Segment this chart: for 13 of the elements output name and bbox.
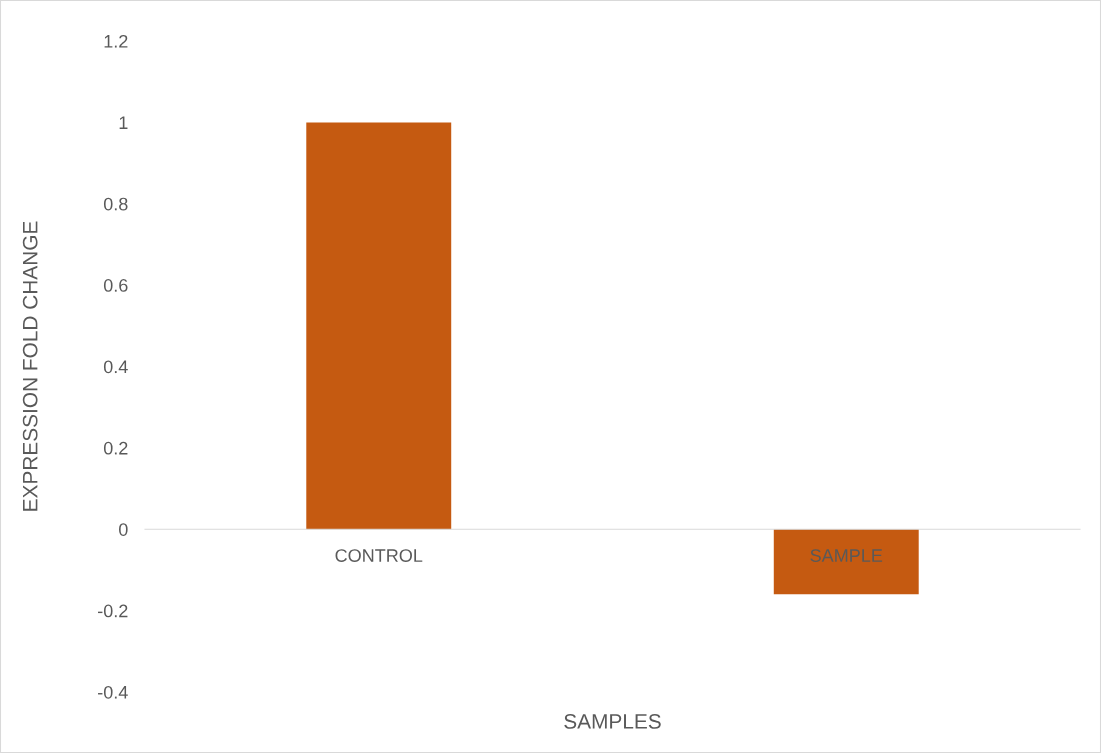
x-tick-label: SAMPLE [810,549,883,562]
y-tick-label: 0.8 [103,197,128,211]
y-tick-label: 0.4 [103,360,128,374]
y-axis-title: EXPRESSION FOLD CHANGE [22,221,38,511]
x-tick-label: CONTROL [335,549,423,562]
y-tick-label: 0 [119,523,128,536]
y-tick-label: -0.4 [98,685,128,699]
y-tick-label: -0.2 [98,604,128,618]
x-axis-title: SAMPLES [564,714,661,729]
y-tick-label: 0.6 [103,279,128,292]
y-tick-label: 0.2 [103,441,128,455]
y-tick-label: 1 [119,116,128,129]
y-tick-label: 1.2 [104,34,128,48]
